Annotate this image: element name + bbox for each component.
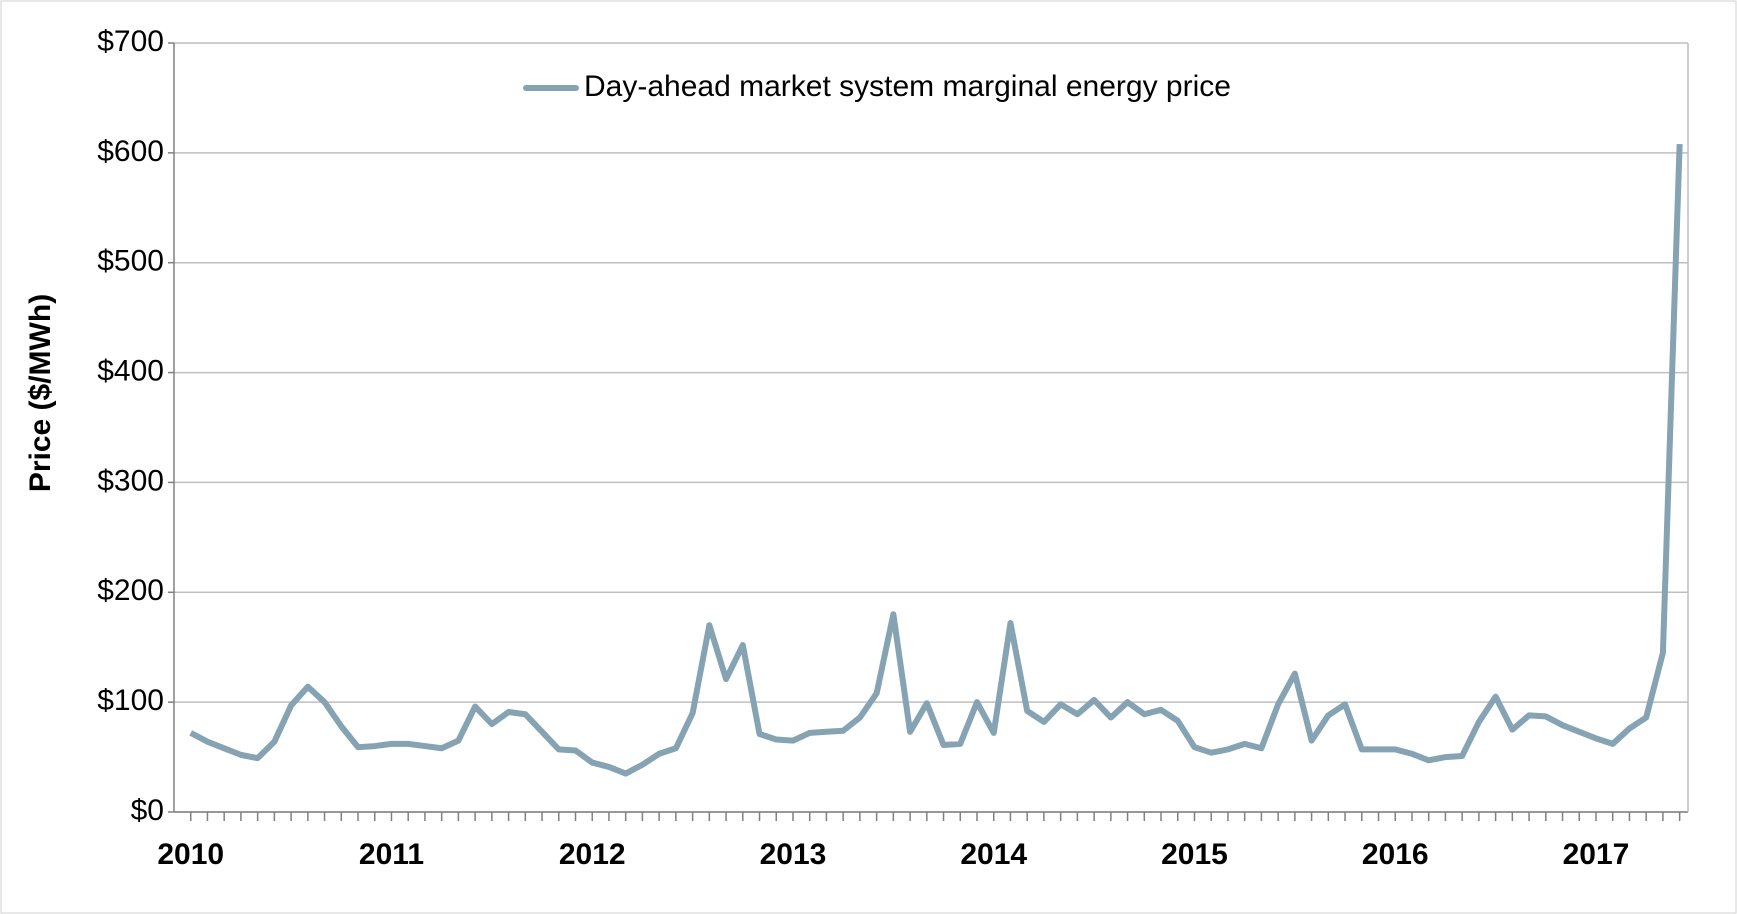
y-tick-label: $500 — [97, 245, 164, 278]
y-axis-label: Price ($/MWh) — [24, 294, 57, 492]
legend-label: Day-ahead market system marginal energy … — [584, 70, 1231, 103]
y-tick-label: $200 — [97, 574, 164, 607]
data-line — [189, 143, 1683, 777]
x-tick-label: 2010 — [157, 838, 224, 871]
y-tick-label: $700 — [97, 25, 164, 58]
y-tick-label: $400 — [97, 354, 164, 387]
x-tick-label: 2014 — [960, 838, 1027, 871]
y-tick-label: $600 — [97, 135, 164, 168]
x-tick-label: 2013 — [760, 838, 827, 871]
x-tick-label: 2016 — [1362, 838, 1429, 871]
x-tick-label: 2015 — [1161, 838, 1228, 871]
y-tick-label: $0 — [131, 794, 164, 827]
y-tick-label: $100 — [97, 684, 164, 717]
y-tick-label: $300 — [97, 464, 164, 497]
x-tick-label: 2017 — [1563, 838, 1630, 871]
x-tick-label: 2011 — [359, 838, 424, 871]
x-tick-label: 2012 — [559, 838, 626, 871]
